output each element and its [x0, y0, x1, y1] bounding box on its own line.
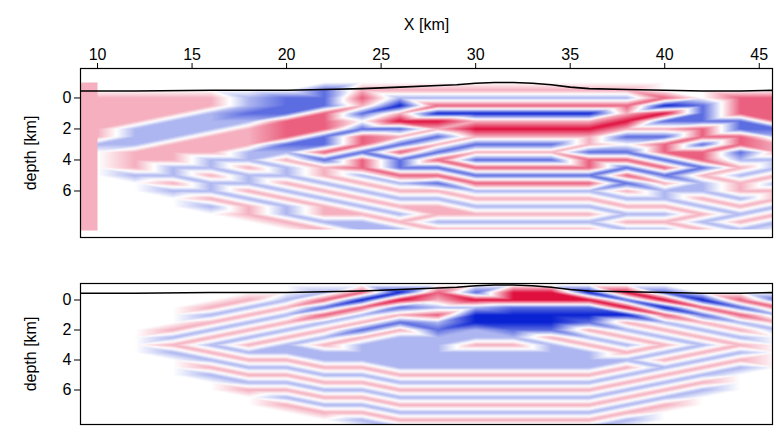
svg-text:20: 20 — [278, 46, 296, 63]
svg-text:X [km]: X [km] — [404, 16, 449, 33]
svg-text:depth [km]: depth [km] — [22, 317, 39, 392]
svg-text:6: 6 — [63, 182, 72, 199]
svg-text:depth [km]: depth [km] — [22, 116, 39, 191]
svg-text:6: 6 — [63, 381, 72, 398]
svg-text:4: 4 — [63, 351, 72, 368]
svg-text:2: 2 — [63, 120, 72, 137]
svg-text:30: 30 — [467, 46, 485, 63]
svg-text:2: 2 — [63, 321, 72, 338]
svg-text:4: 4 — [63, 151, 72, 168]
svg-text:35: 35 — [561, 46, 579, 63]
svg-text:10: 10 — [89, 46, 107, 63]
svg-text:40: 40 — [656, 46, 674, 63]
svg-text:45: 45 — [750, 46, 768, 63]
svg-text:0: 0 — [63, 89, 72, 106]
svg-text:25: 25 — [372, 46, 390, 63]
svg-text:15: 15 — [183, 46, 201, 63]
svg-text:0: 0 — [63, 291, 72, 308]
